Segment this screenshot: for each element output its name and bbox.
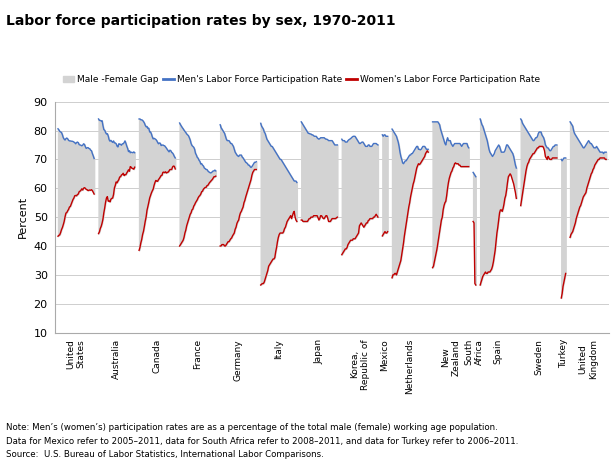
Text: Source:  U.S. Bureau of Labor Statistics, International Labor Comparisons.: Source: U.S. Bureau of Labor Statistics,… <box>6 450 324 459</box>
Text: Labor force participation rates by sex, 1970-2011: Labor force participation rates by sex, … <box>6 14 396 28</box>
Text: Note: Men’s (women’s) participation rates are as a percentage of the total male : Note: Men’s (women’s) participation rate… <box>6 423 498 432</box>
Text: Data for Mexico refer to 2005–2011, data for South Africa refer to 2008–2011, an: Data for Mexico refer to 2005–2011, data… <box>6 437 518 445</box>
Legend: Male -Female Gap, Men's Labor Force Participation Rate, Women's Labor Force Part: Male -Female Gap, Men's Labor Force Part… <box>60 72 544 88</box>
Y-axis label: Percent: Percent <box>18 196 28 238</box>
